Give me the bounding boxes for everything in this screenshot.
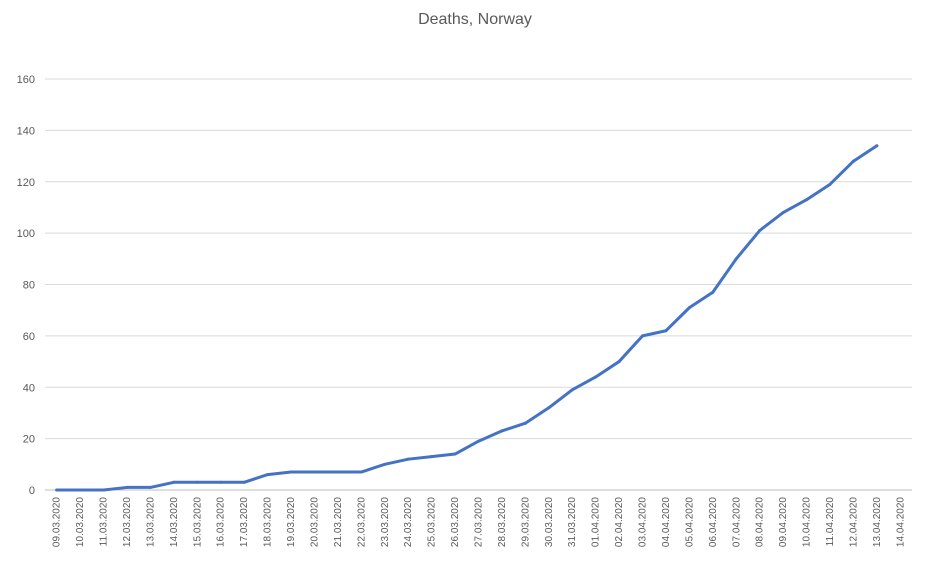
data-point <box>383 462 387 466</box>
y-tick-label: 120 <box>17 177 35 189</box>
x-tick-label: 11.03.2020 <box>99 497 110 547</box>
data-point <box>805 198 809 202</box>
x-tick-label: 21.03.2020 <box>333 497 344 547</box>
data-point <box>570 388 574 392</box>
data-point <box>55 488 59 492</box>
data-point <box>78 488 82 492</box>
data-point <box>102 488 106 492</box>
x-tick-label: 02.04.2020 <box>614 497 625 547</box>
data-point <box>195 480 199 484</box>
y-tick-label: 100 <box>17 228 35 240</box>
data-point <box>266 473 270 477</box>
series-layer <box>55 144 879 492</box>
x-tick-label: 30.03.2020 <box>544 497 555 547</box>
y-tick-label: 40 <box>23 382 35 394</box>
data-point <box>242 480 246 484</box>
data-point <box>547 406 551 410</box>
y-tick-label: 20 <box>23 434 35 446</box>
x-tick-label: 11.04.2020 <box>825 497 836 547</box>
x-tick-label: 17.03.2020 <box>239 497 250 547</box>
x-tick-label: 20.03.2020 <box>309 497 320 547</box>
data-point <box>875 144 879 148</box>
x-tick-label: 29.03.2020 <box>520 497 531 547</box>
x-tick-label: 04.04.2020 <box>661 497 672 547</box>
data-point <box>641 334 645 338</box>
data-point <box>219 480 223 484</box>
data-point <box>734 257 738 261</box>
y-tick-label: 80 <box>23 280 35 292</box>
data-point <box>781 211 785 215</box>
x-tick-label: 08.04.2020 <box>755 497 766 547</box>
data-point <box>851 159 855 163</box>
x-tick-label: 19.03.2020 <box>286 497 297 547</box>
x-axis-tick-labels: 09.03.2020 10.03.2020 11.03.2020 12.03.2020… <box>52 497 907 547</box>
x-tick-label: 14.04.2020 <box>895 497 906 547</box>
x-tick-label: 09.03.2020 <box>52 497 63 547</box>
x-tick-label: 27.03.2020 <box>474 497 485 547</box>
data-point <box>758 229 762 233</box>
data-point <box>594 375 598 379</box>
y-tick-label: 140 <box>17 125 35 137</box>
series-line-deaths <box>55 144 879 492</box>
x-tick-label: 09.04.2020 <box>778 497 789 547</box>
data-point <box>477 439 480 443</box>
data-point <box>172 480 176 484</box>
data-point <box>453 452 457 456</box>
x-tick-label: 01.04.2020 <box>591 497 602 547</box>
x-tick-label: 28.03.2020 <box>497 497 508 547</box>
data-point <box>523 421 527 425</box>
x-tick-label: 23.03.2020 <box>380 497 391 547</box>
x-tick-label: 13.04.2020 <box>872 497 883 547</box>
data-point <box>406 457 410 461</box>
x-tick-label: 22.03.2020 <box>356 497 367 547</box>
x-tick-label: 24.03.2020 <box>403 497 414 547</box>
x-tick-label: 12.04.2020 <box>848 497 859 547</box>
chart-title: Deaths, Norway <box>418 11 532 28</box>
gridlines <box>45 78 912 491</box>
x-tick-label: 15.03.2020 <box>192 497 203 547</box>
x-tick-label: 31.03.2020 <box>567 497 578 547</box>
x-tick-label: 26.03.2020 <box>450 497 461 547</box>
data-point <box>289 470 293 474</box>
data-point <box>125 485 129 489</box>
data-point <box>617 360 621 364</box>
x-tick-label: 10.03.2020 <box>75 497 86 547</box>
data-point <box>312 470 316 474</box>
x-tick-label: 16.03.2020 <box>216 497 227 547</box>
x-tick-label: 12.03.2020 <box>122 497 133 547</box>
x-tick-label: 06.04.2020 <box>708 497 719 547</box>
y-tick-label: 0 <box>29 485 35 497</box>
data-point <box>336 470 340 474</box>
x-tick-label: 14.03.2020 <box>169 497 180 547</box>
data-point <box>359 470 363 474</box>
y-axis-tick-labels: 0 20 40 60 80 100 120 140 160 <box>17 74 35 497</box>
x-tick-label: 05.04.2020 <box>684 497 695 547</box>
data-point <box>430 455 434 459</box>
data-point <box>828 182 832 186</box>
x-tick-label: 07.04.2020 <box>731 497 742 547</box>
y-tick-label: 160 <box>17 74 35 86</box>
x-tick-label: 25.03.2020 <box>427 497 438 547</box>
x-tick-label: 03.04.2020 <box>638 497 649 547</box>
data-point <box>500 429 504 433</box>
x-tick-label: 18.03.2020 <box>263 497 274 547</box>
y-tick-label: 60 <box>23 331 35 343</box>
data-point <box>687 306 691 310</box>
data-point <box>664 329 668 333</box>
data-point <box>711 290 715 294</box>
x-tick-label: 10.04.2020 <box>802 497 813 547</box>
data-point <box>148 485 152 489</box>
x-tick-label: 13.03.2020 <box>145 497 156 547</box>
